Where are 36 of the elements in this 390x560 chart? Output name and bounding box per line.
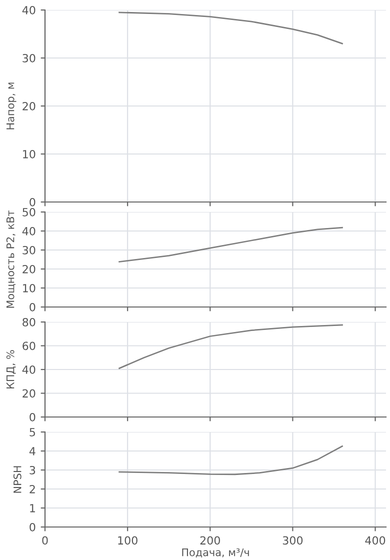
line-series [118,446,343,476]
y-tick-label: 40 [22,365,36,374]
y-tick-label: 0 [30,522,36,532]
y-tick-label: 3 [30,466,36,474]
x-axis-title: Подача, м³/ч [182,548,249,558]
y-tick-label: 60 [22,342,36,350]
y-tick-label: 30 [22,54,36,62]
line-series [118,12,343,44]
y-tick-label: 20 [22,389,36,398]
x-tick-label: 200 [200,536,220,545]
y-tick-label: 2 [30,484,35,494]
y-axis-title: NPSH [13,466,22,493]
y-axis-title: КПД, % [6,350,16,388]
y-tick-label: 1 [30,504,35,512]
y-tick-label: 0 [30,412,36,422]
y-tick-label: 0 [30,302,36,312]
y-tick-label: 0 [30,198,36,206]
y-tick-label: 50 [22,208,36,216]
line-series [118,226,343,262]
y-tick-label: 20 [22,102,36,110]
x-tick-label: 300 [282,536,303,545]
y-tick-label: 30 [22,246,36,254]
x-tick-label: 0 [42,536,48,545]
y-axis-title: Мощность P2, кВт [6,210,16,308]
x-tick-label: 100 [118,536,138,545]
y-tick-label: 10 [23,150,36,158]
y-tick-label: 80 [22,318,36,326]
y-tick-label: 5 [30,428,35,436]
y-tick-label: 4 [29,447,36,456]
x-tick-label: 400 [365,536,386,545]
y-axis-title: Напор, м [6,82,16,130]
y-tick-label: 10 [23,284,36,292]
y-tick-label: 20 [22,264,36,274]
line-series [118,324,343,370]
y-tick-label: 40 [22,226,36,236]
y-tick-label: 40 [22,6,36,14]
